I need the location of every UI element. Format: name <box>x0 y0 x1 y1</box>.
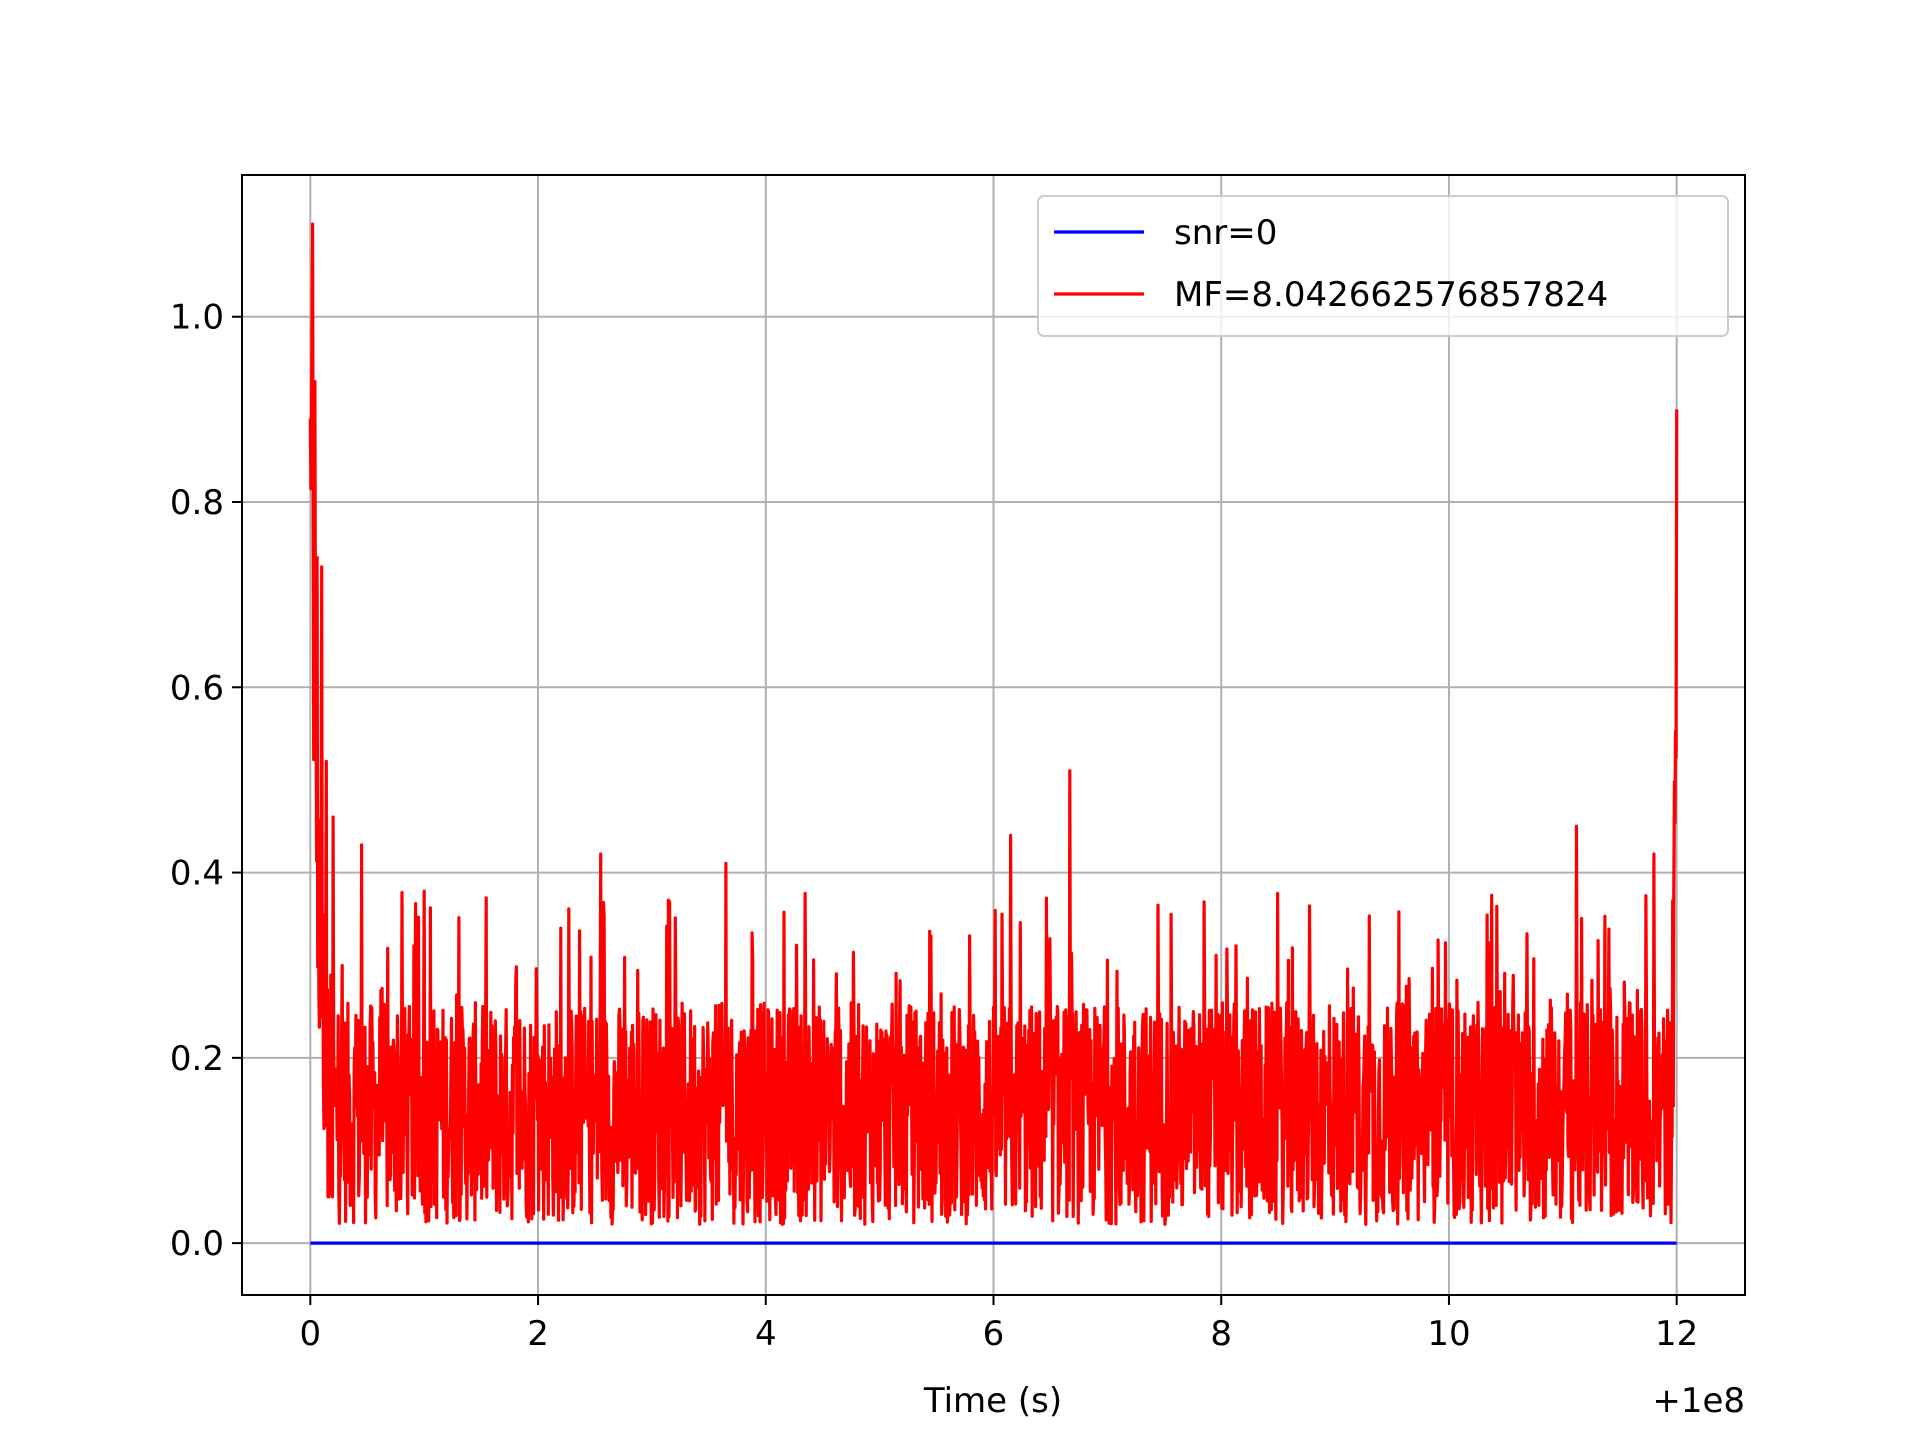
y-tick-label: 0.8 <box>170 483 224 523</box>
x-axis-label: Time (s) <box>923 1381 1062 1421</box>
x-tick-label: 2 <box>527 1314 549 1354</box>
x-tick-label: 0 <box>299 1314 321 1354</box>
series-layer <box>308 222 1679 1245</box>
legend-frame <box>1037 195 1729 337</box>
y-tick-label: 1.0 <box>170 298 224 338</box>
x-tick-label: 6 <box>983 1314 1005 1354</box>
x-tick-label: 10 <box>1427 1314 1470 1354</box>
legend-label: MF=8.042662576857824 <box>1174 275 1608 315</box>
series-line-mf <box>308 222 1679 1226</box>
x-offset-label: +1e8 <box>1652 1381 1745 1421</box>
legend-label: snr=0 <box>1174 213 1277 253</box>
y-tick-label: 0.2 <box>170 1039 224 1079</box>
x-tick-label: 4 <box>755 1314 777 1354</box>
y-tick-label: 0.0 <box>170 1224 224 1264</box>
x-tick-label: 8 <box>1210 1314 1232 1354</box>
legend: snr=0 MF=8.042662576857824 <box>1037 195 1729 337</box>
x-tick-label: 12 <box>1655 1314 1698 1354</box>
ticks-layer: 0 2 4 6 8 10 12 0.0 0.2 0.4 0.6 0.8 1.0 <box>170 298 1698 1354</box>
y-tick-label: 0.4 <box>170 854 224 894</box>
y-tick-label: 0.6 <box>170 668 224 708</box>
